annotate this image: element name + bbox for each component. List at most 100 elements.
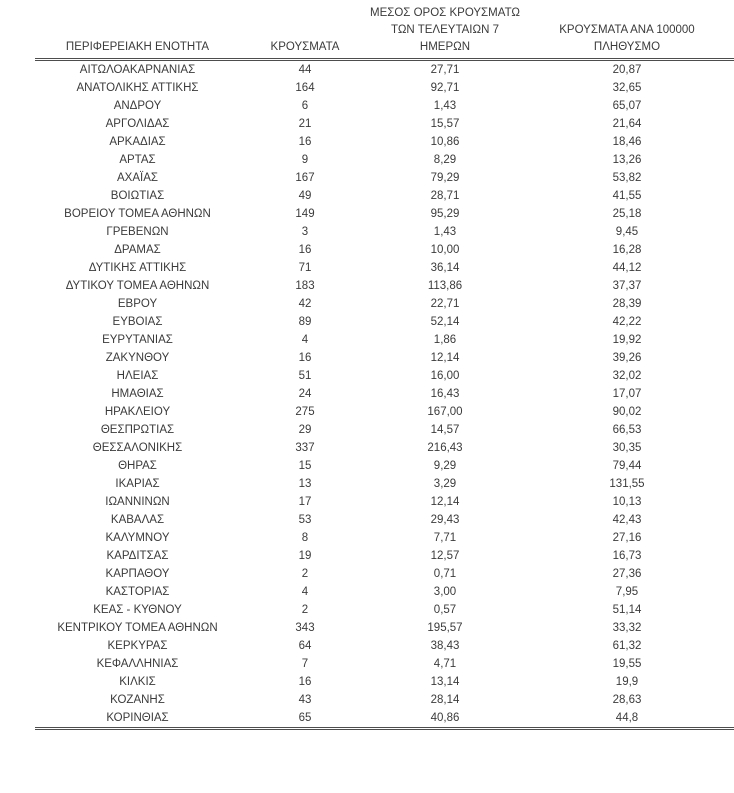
col-header-avg7-line3: ΗΜΕΡΩΝ: [419, 41, 471, 53]
header-row: ΠΕΡΙΦΕΡΕΙΑΚΗ ΕΝΟΤΗΤΑ ΚΡΟΥΣΜΑΤΑ ΜΕΣΟΣ ΟΡΟ…: [35, 5, 734, 61]
avg7-cell: 40,86: [370, 709, 520, 730]
col-header-per100k-line1: ΚΡΟΥΣΜΑΤΑ ΑΝΑ 100000: [559, 24, 695, 36]
table-row: ΓΡΕΒΕΝΩΝ 3 1,43 9,45: [35, 223, 734, 241]
per100k-cell: 30,35: [612, 442, 642, 454]
avg7-cell: 167,00: [427, 406, 463, 418]
region-cell: ΑΙΤΩΛΟΑΚΑΡΝΑΝΙΑΣ: [79, 64, 196, 76]
region-cell: ΕΒΡΟΥ: [117, 298, 158, 310]
per100k-cell: 79,44: [612, 460, 642, 472]
table-row: ΘΕΣΣΑΛΟΝΙΚΗΣ 337 216,43 30,35: [35, 439, 734, 457]
per100k-cell: 17,07: [612, 388, 642, 400]
cases-cell: 183: [295, 280, 315, 292]
cases-cell: 16: [298, 676, 312, 688]
table-row: ΗΡΑΚΛΕΙΟΥ 275 167,00 90,02: [35, 403, 734, 421]
region-cell: ΚΟΡΙΝΘΙΑΣ: [35, 709, 240, 730]
table-row: ΕΒΡΟΥ 42 22,71 28,39: [35, 295, 734, 313]
avg7-cell: 3,29: [433, 478, 457, 490]
cases-cell: 71: [298, 262, 312, 274]
table-body: ΑΙΤΩΛΟΑΚΑΡΝΑΝΙΑΣ 44 27,71 20,87 ΑΝΑΤΟΛΙΚ…: [35, 60, 734, 730]
avg7-cell: 216,43: [427, 442, 463, 454]
table-row: ΑΙΤΩΛΟΑΚΑΡΝΑΝΙΑΣ 44 27,71 20,87: [35, 60, 734, 80]
cases-cell: 4: [301, 334, 309, 346]
col-header-avg7: ΜΕΣΟΣ ΟΡΟΣ ΚΡΟΥΣΜΑΤΩΝ ΤΩΝ ΤΕΛΕΥΤΑΙΩΝ 7 Η…: [370, 5, 520, 61]
region-cell: ΚΕΑΣ - ΚΥΘΝΟΥ: [93, 604, 182, 616]
cases-cell: 16: [298, 352, 312, 364]
table-row: ΕΥΡΥΤΑΝΙΑΣ 4 1,86 19,92: [35, 331, 734, 349]
region-cell: ΚΕΦΑΛΛΗΝΙΑΣ: [96, 658, 179, 670]
table-row: ΗΜΑΘΙΑΣ 24 16,43 17,07: [35, 385, 734, 403]
per100k-cell: 41,55: [612, 190, 642, 202]
col-header-cases: ΚΡΟΥΣΜΑΤΑ: [240, 5, 370, 61]
per100k-cell: 28,39: [612, 298, 642, 310]
cases-cell: 29: [298, 424, 312, 436]
table-row: ΚΕΡΚΥΡΑΣ 64 38,43 61,32: [35, 637, 734, 655]
region-cell: ΔΥΤΙΚΗΣ ΑΤΤΙΚΗΣ: [88, 262, 187, 274]
per100k-cell: 37,37: [612, 280, 642, 292]
per100k-cell: 65,07: [612, 100, 642, 112]
table-row: ΘΕΣΠΡΩΤΙΑΣ 29 14,57 66,53: [35, 421, 734, 439]
avg7-cell: 28,71: [430, 190, 460, 202]
cases-cell: 89: [298, 316, 312, 328]
per100k-cell: 19,55: [612, 658, 642, 670]
avg7-cell: 29,43: [430, 514, 460, 526]
avg7-cell: 12,57: [430, 550, 460, 562]
table-row: ΚΑΡΠΑΘΟΥ 2 0,71 27,36: [35, 565, 734, 583]
region-cell: ΚΑΛΥΜΝΟΥ: [105, 532, 170, 544]
col-header-cases-label: ΚΡΟΥΣΜΑΤΑ: [270, 41, 340, 53]
per100k-cell: 10,13: [612, 496, 642, 508]
table-row: ΚΑΒΑΛΑΣ 53 29,43 42,43: [35, 511, 734, 529]
cases-cell: 64: [298, 640, 312, 652]
avg7-cell: 36,14: [430, 262, 460, 274]
per100k-cell: 27,36: [612, 568, 642, 580]
cases-cell: 42: [298, 298, 312, 310]
cases-cell: 9: [301, 154, 309, 166]
per100k-cell: 28,63: [612, 694, 642, 706]
avg7-cell: 1,43: [433, 226, 457, 238]
table-row: ΘΗΡΑΣ 15 9,29 79,44: [35, 457, 734, 475]
cases-cell: 51: [298, 370, 312, 382]
table-row: ΑΝΑΤΟΛΙΚΗΣ ΑΤΤΙΚΗΣ 164 92,71 32,65: [35, 79, 734, 97]
per100k-cell: 42,22: [612, 316, 642, 328]
cases-table: ΠΕΡΙΦΕΡΕΙΑΚΗ ΕΝΟΤΗΤΑ ΚΡΟΥΣΜΑΤΑ ΜΕΣΟΣ ΟΡΟ…: [35, 5, 734, 730]
cases-cell: 164: [295, 82, 315, 94]
region-cell: ΑΝΔΡΟΥ: [113, 100, 162, 112]
per100k-cell: 16,73: [612, 550, 642, 562]
region-cell: ΔΡΑΜΑΣ: [114, 244, 161, 256]
cases-cell: 275: [295, 406, 315, 418]
avg7-cell: 15,57: [430, 118, 460, 130]
cases-cell: 167: [295, 172, 315, 184]
region-cell: ΑΝΑΤΟΛΙΚΗΣ ΑΤΤΙΚΗΣ: [76, 82, 199, 94]
cases-cell: 8: [301, 532, 309, 544]
table-row: ΔΡΑΜΑΣ 16 10,00 16,28: [35, 241, 734, 259]
per100k-cell: 42,43: [612, 514, 642, 526]
table-row: ΚΟΖΑΝΗΣ 43 28,14 28,63: [35, 691, 734, 709]
col-header-avg7-line2: ΤΩΝ ΤΕΛΕΥΤΑΙΩΝ 7: [391, 24, 499, 36]
region-cell: ΑΡΤΑΣ: [119, 154, 156, 166]
region-cell: ΘΕΣΣΑΛΟΝΙΚΗΣ: [92, 442, 183, 454]
cases-cell: 149: [295, 208, 315, 220]
col-header-per100k-line2: ΠΛΗΘΥΣΜΟ: [593, 41, 661, 53]
col-header-per100k: ΚΡΟΥΣΜΑΤΑ ΑΝΑ 100000 ΠΛΗΘΥΣΜΟ: [520, 5, 734, 61]
avg7-cell: 4,71: [433, 658, 457, 670]
avg7-cell: 28,14: [430, 694, 460, 706]
per100k-cell: 18,46: [612, 136, 642, 148]
table-row: ΚΕΑΣ - ΚΥΘΝΟΥ 2 0,57 51,14: [35, 601, 734, 619]
cases-cell: 43: [298, 694, 312, 706]
per100k-cell: 25,18: [612, 208, 642, 220]
cases-cell: 44: [298, 64, 312, 76]
region-cell: ΚΟΖΑΝΗΣ: [110, 694, 165, 706]
table-row: ΙΚΑΡΙΑΣ 13 3,29 131,55: [35, 475, 734, 493]
table-row: ΙΩΑΝΝΙΝΩΝ 17 12,14 10,13: [35, 493, 734, 511]
table-row: ΑΡΤΑΣ 9 8,29 13,26: [35, 151, 734, 169]
avg7-cell: 0,57: [433, 604, 457, 616]
avg7-cell: 22,71: [430, 298, 460, 310]
region-cell: ΑΡΚΑΔΙΑΣ: [109, 136, 166, 148]
avg7-cell: 1,86: [433, 334, 457, 346]
table-row: ΑΧΑΪΑΣ 167 79,29 53,82: [35, 169, 734, 187]
region-cell: ΓΡΕΒΕΝΩΝ: [106, 226, 169, 238]
table-row: ΑΝΔΡΟΥ 6 1,43 65,07: [35, 97, 734, 115]
per100k-cell: 39,26: [612, 352, 642, 364]
cases-cell: 343: [295, 622, 315, 634]
table-row: ΚΕΝΤΡΙΚΟΥ ΤΟΜΕΑ ΑΘΗΝΩΝ 343 195,57 33,32: [35, 619, 734, 637]
avg7-cell: 1,43: [433, 100, 457, 112]
